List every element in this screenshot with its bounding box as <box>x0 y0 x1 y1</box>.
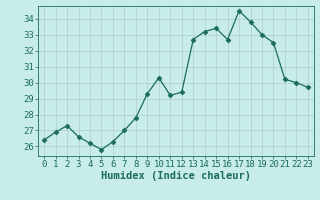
X-axis label: Humidex (Indice chaleur): Humidex (Indice chaleur) <box>101 171 251 181</box>
